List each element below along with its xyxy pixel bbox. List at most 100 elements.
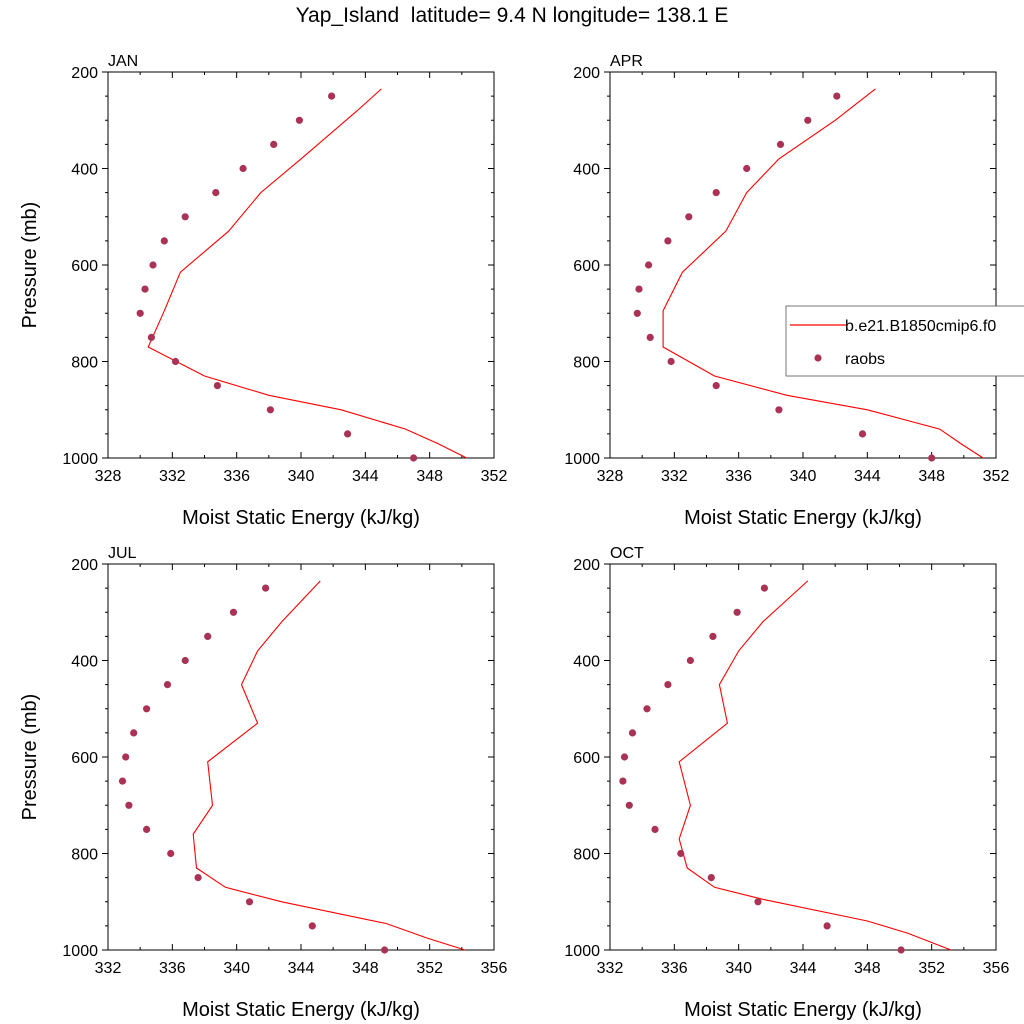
y-tick-label: 800 [573,355,600,372]
x-tick-label: 344 [352,468,379,485]
x-axis-label: Moist Static Energy (kJ/kg) [684,999,922,1021]
raobs-point [181,656,189,665]
legend-obs-label: raobs [845,351,885,368]
y-tick-label: 600 [573,258,600,275]
raobs-point [709,632,717,641]
x-tick-label: 336 [725,468,752,485]
raobs-point [141,285,149,293]
plot-frame [609,563,997,951]
raobs-point [928,454,936,462]
raobs-point [760,584,769,592]
model-profile-line [192,580,466,951]
plot-frame [609,71,997,459]
y-tick-label: 400 [573,162,600,179]
panel-title: APR [610,53,643,70]
x-tick-label: 344 [790,960,817,977]
raobs-point [245,898,254,906]
x-tick-label: 328 [95,468,122,485]
raobs-point [143,705,151,713]
panels: 328 332 336 340 344 348 352 200 400 600 800 1000 JAN… [19,53,1009,1021]
raobs-point [677,849,685,858]
x-axis-label: Moist Static Energy (kJ/kg) [684,507,922,529]
x-tick-label: 328 [597,468,624,485]
raobs-point [685,213,693,221]
x-axis-label: Moist Static Energy (kJ/kg) [182,507,420,529]
panel-jul: 332 336 340 344 348 352 356 200 400 600 800 1000 JUL… [19,545,507,1021]
raobs-point [212,189,220,197]
raobs-point [160,237,168,245]
y-tick-label: 1000 [564,943,600,960]
raobs-point [635,285,643,293]
x-tick-label: 332 [95,960,122,977]
raobs-point [686,656,695,665]
panel-apr: 328 332 336 340 344 348 352 200 400 600 800 1000 APR… [564,53,1009,529]
x-tick-label: 348 [854,960,881,977]
y-tick-label: 400 [573,654,600,671]
y-tick-label: 200 [71,65,98,82]
raobs-point [897,946,905,954]
model-profile-line [662,88,984,459]
raobs-point [381,946,389,954]
y-tick-label: 1000 [564,451,600,468]
raobs-point [163,681,172,689]
plot-frame [107,71,495,459]
raobs-point [712,382,720,390]
model-profile-line [147,88,467,459]
x-tick-label: 336 [159,960,186,977]
panel-title: JAN [108,53,138,70]
raobs-point [118,777,127,785]
y-tick-label: 600 [573,750,600,767]
raobs-point [410,454,418,462]
x-tick-label: 352 [416,960,443,977]
y-tick-label: 800 [573,847,600,864]
raobs-point [204,632,212,641]
raobs-point [645,261,653,269]
raobs-point [130,729,138,737]
x-tick-label: 344 [854,468,881,485]
x-tick-label: 332 [159,468,186,485]
raobs-point [667,357,675,366]
legend-model-label: b.e21.B1850cmip6.f0 [845,318,996,335]
x-tick-label: 340 [223,960,250,977]
x-tick-label: 332 [597,960,624,977]
raobs-point [823,922,831,930]
raobs-point [707,874,715,882]
raobs-point [262,584,270,592]
x-tick-label: 340 [725,960,752,977]
x-tick-label: 356 [983,960,1010,977]
raobs-point [712,189,720,197]
raobs-point [620,753,629,761]
raobs-point [775,406,783,414]
x-tick-label: 356 [481,960,508,977]
y-tick-label: 400 [71,162,98,179]
raobs-point [229,608,238,616]
x-tick-label: 352 [481,468,508,485]
raobs-point [213,382,221,390]
y-axis-label: Pressure (mb) [19,202,41,329]
x-tick-label: 348 [352,960,379,977]
y-tick-label: 200 [71,557,98,574]
raobs-point [833,92,841,100]
raobs-point [733,608,741,616]
raobs-point [266,406,274,414]
x-tick-label: 344 [288,960,315,977]
x-tick-label: 340 [288,468,315,485]
panel-title: JUL [108,545,137,562]
x-tick-label: 352 [983,468,1010,485]
raobs-point [754,898,762,906]
x-tick-label: 348 [416,468,443,485]
y-tick-label: 800 [71,847,98,864]
raobs-point [136,309,144,317]
y-tick-label: 1000 [62,451,98,468]
x-tick-label: 352 [918,960,945,977]
raobs-point [167,849,175,858]
y-tick-label: 600 [71,258,98,275]
y-tick-label: 600 [71,750,98,767]
raobs-point [147,333,155,341]
y-tick-label: 200 [573,65,600,82]
raobs-point [651,825,659,834]
x-tick-label: 332 [661,468,688,485]
legend-obs-marker [814,354,822,362]
model-profile-line [678,580,952,951]
